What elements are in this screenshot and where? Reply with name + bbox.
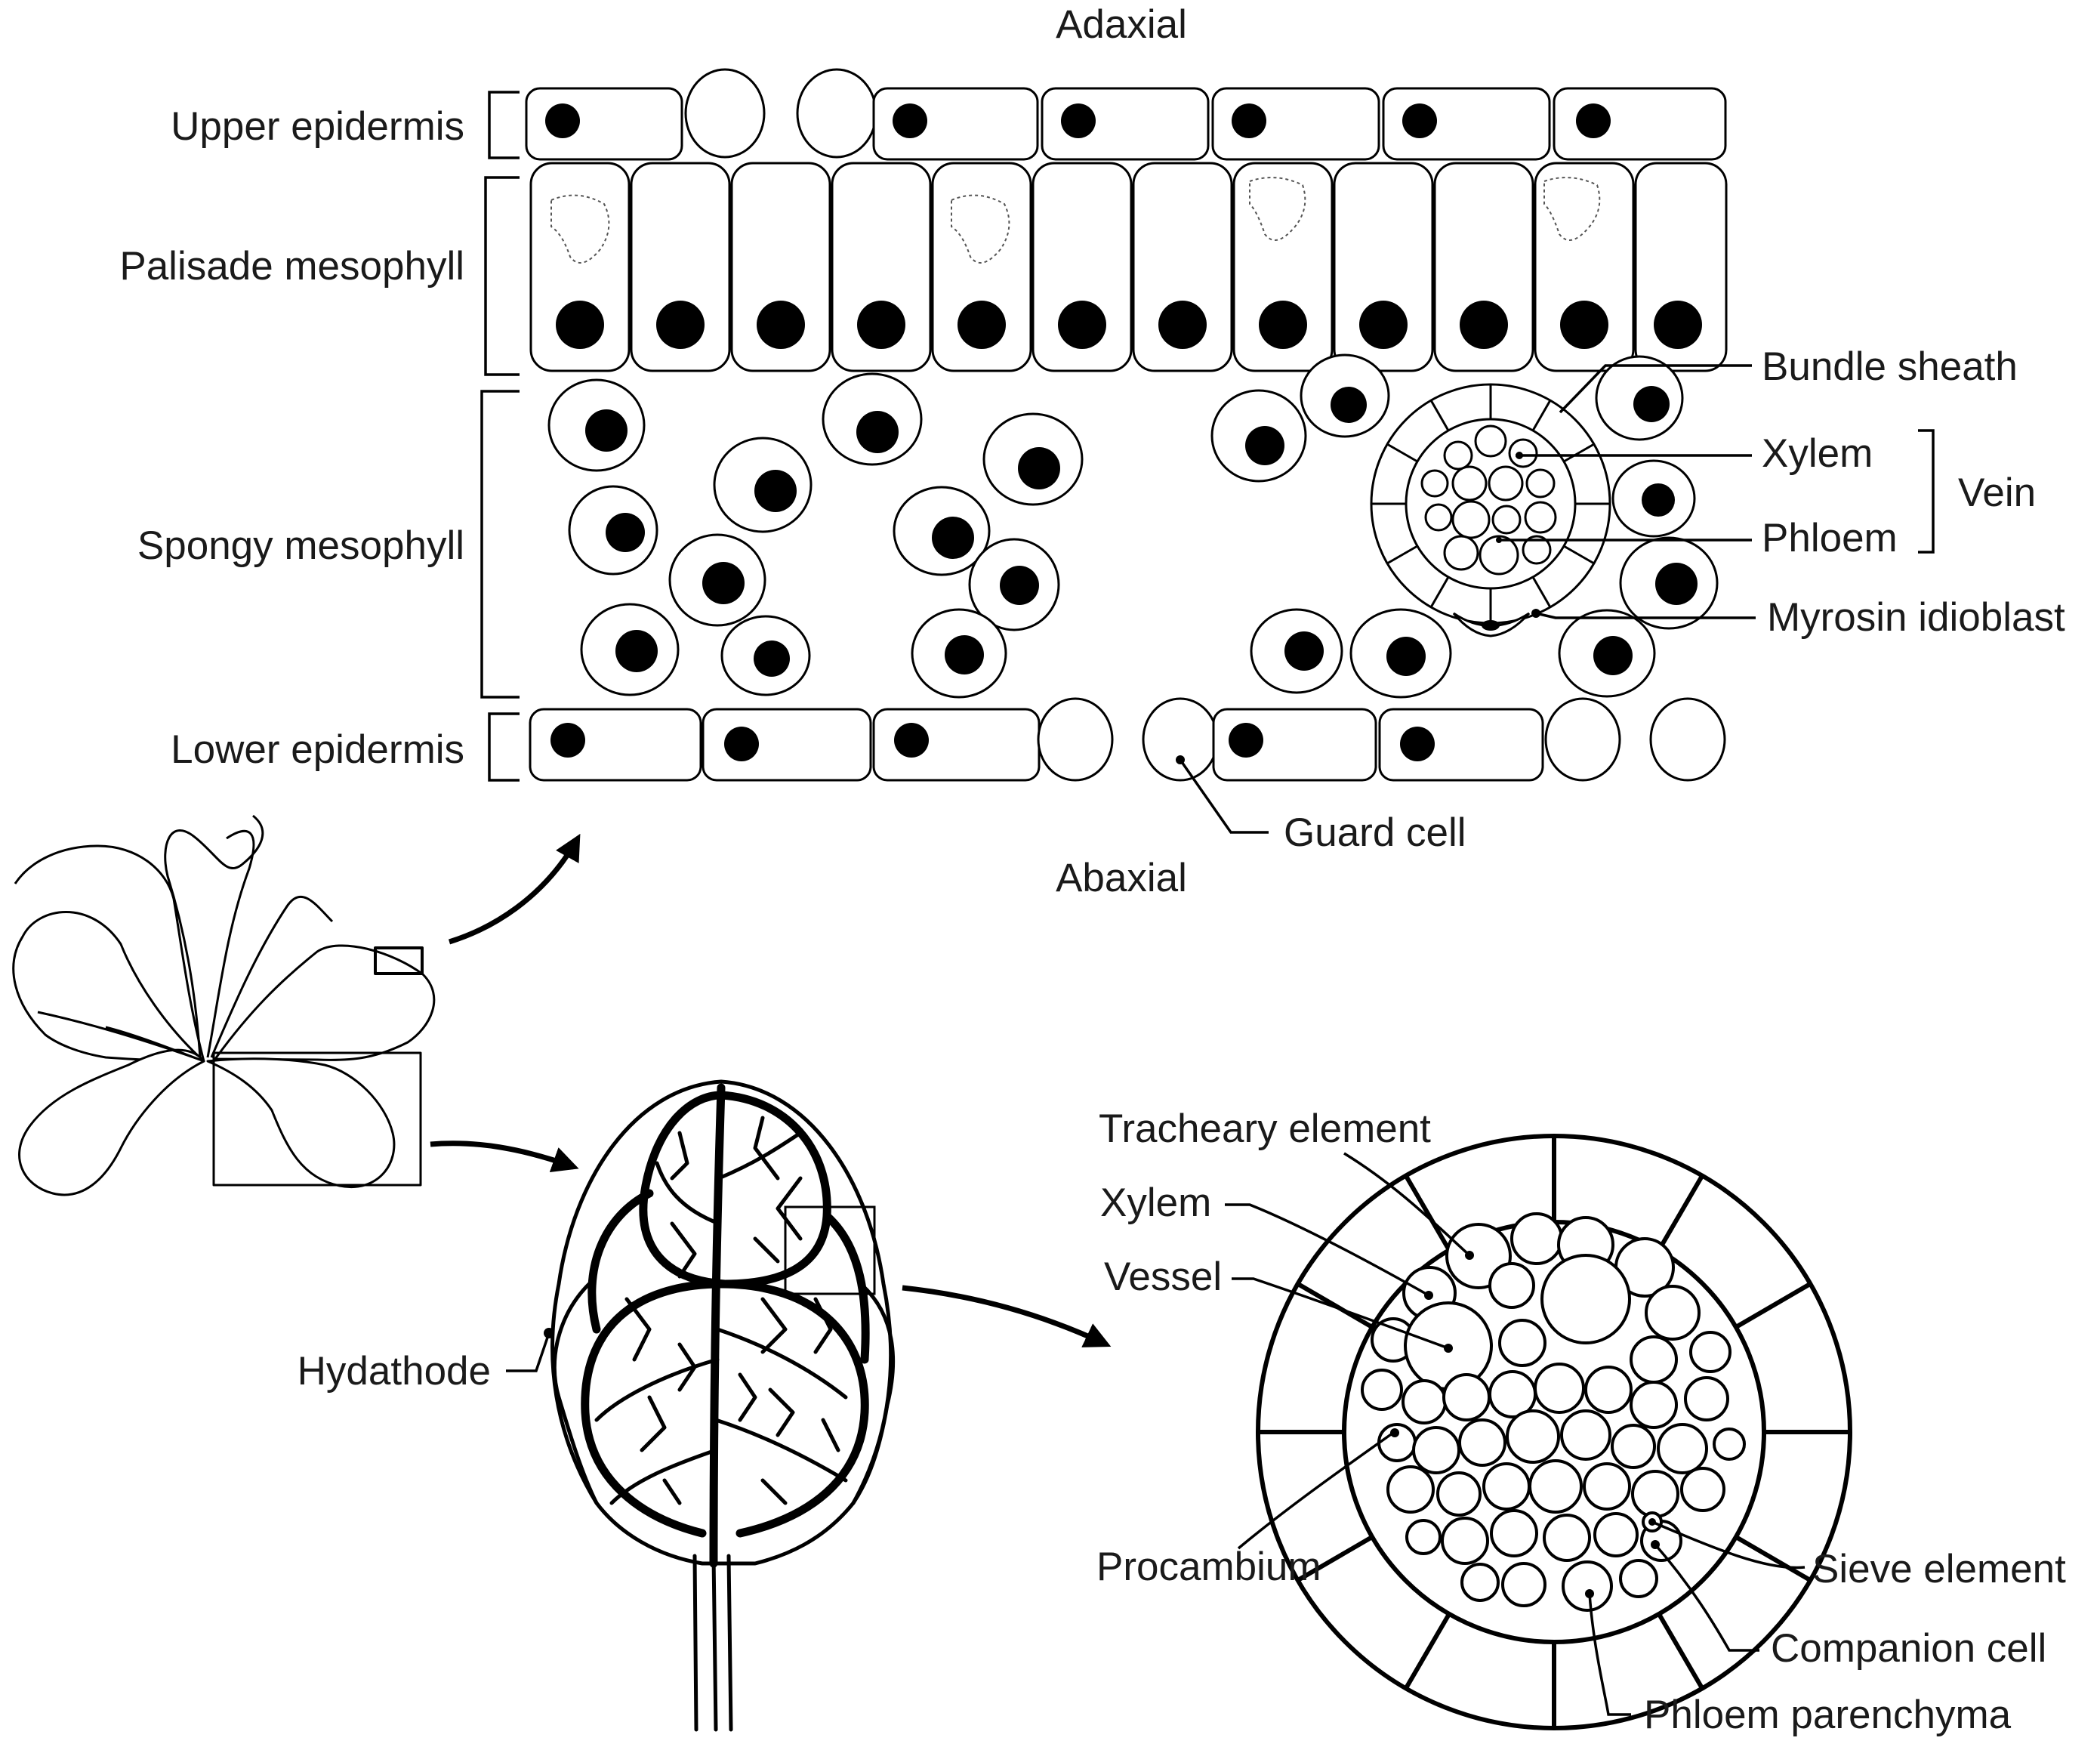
companion-cell-label: Companion cell [1771,1626,2046,1671]
hydathode-line [506,1332,550,1372]
guard-cell-label: Guard cell [1284,810,1466,855]
hydathode-label: Hydathode [298,1349,491,1394]
vein-callout-lines [1179,364,1935,834]
xylem-label: Xylem [1762,431,1873,476]
xylem-detail-label: Xylem [1100,1181,1211,1225]
palisade-label: Palisade mesophyll [119,244,464,289]
upper-epidermis-cells [525,68,1727,161]
leaf-cross-section: Adaxial Abaxial Upper epidermis Palisade… [119,2,2065,900]
arrow-to-cross-section [448,833,581,945]
tracheary-label: Tracheary element [1099,1107,1431,1151]
adaxial-label: Adaxial [1056,2,1187,47]
phloem-label: Phloem [1762,516,1898,560]
lower-epidermis-label: Lower epidermis [171,727,464,772]
spongy-cells [547,353,1719,699]
phloem-parenchyma-label: Phloem parenchyma [1644,1693,2012,1737]
bundle-sheath-label: Bundle sheath [1762,344,2018,389]
vein-section-callout-lines [1225,1152,1806,1716]
rosette-plant [12,814,436,1196]
lower-epidermis-cells [529,697,1726,782]
arrow-to-leaf [430,1140,579,1173]
sieve-element-label: Sieve element [1812,1547,2066,1591]
spongy-label: Spongy mesophyll [137,523,464,568]
abaxial-label: Abaxial [1056,856,1187,900]
procambium-label: Procambium [1096,1545,1321,1589]
arrow-to-vein-section [902,1285,1112,1347]
palisade-cells [529,162,1728,372]
vessel-label: Vessel [1104,1255,1222,1299]
cleared-leaf: Hydathode [298,1079,896,1732]
upper-epidermis-label: Upper epidermis [171,104,464,149]
myrosin-label: Myrosin idioblast [1767,595,2065,640]
vein-inset-box [784,1205,876,1295]
vein-label: Vein [1958,471,2036,515]
vein-cross-section: Tracheary element Xylem Vessel Procambiu… [1096,1107,2066,1737]
layer-brackets [480,91,520,782]
vein-small [1370,383,1611,637]
